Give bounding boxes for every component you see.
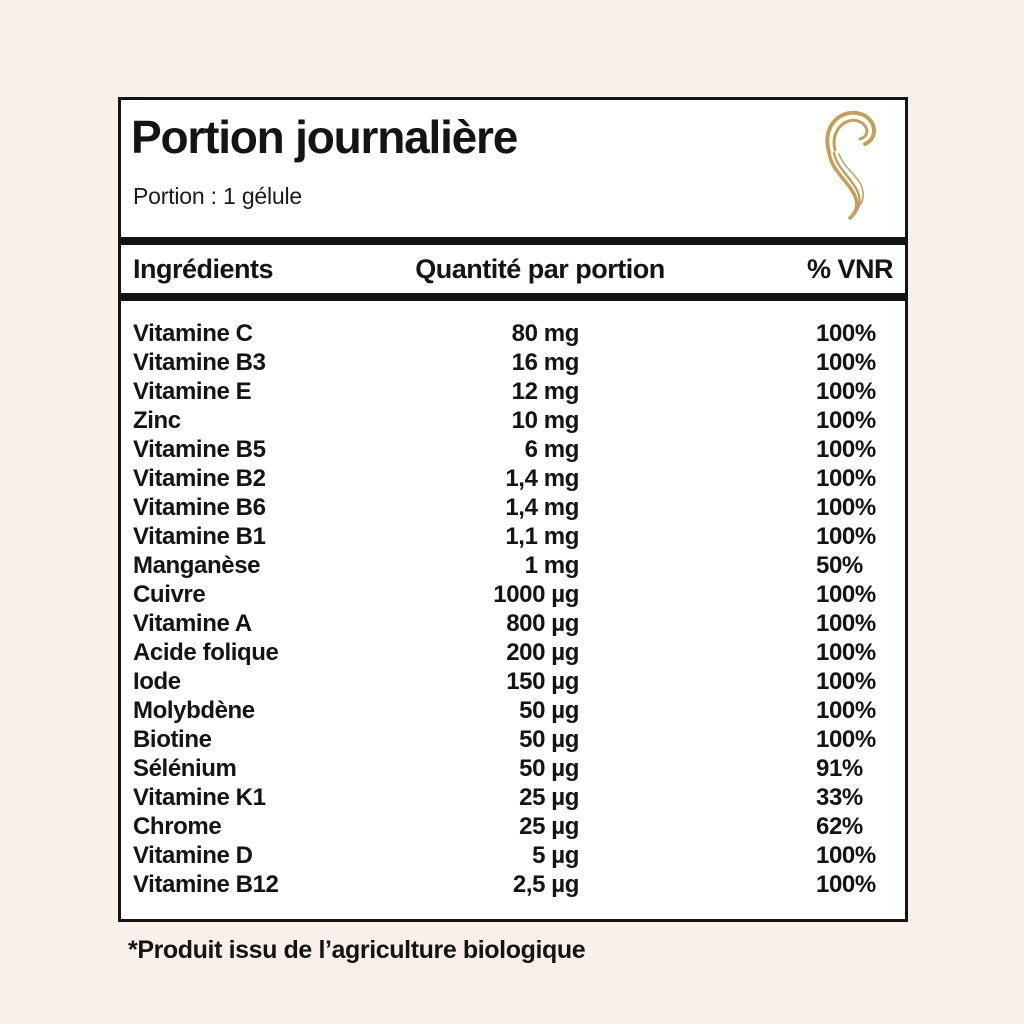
table-row: Molybdène 50 µg 100% bbox=[133, 696, 893, 725]
ingredient-name: Vitamine A bbox=[133, 609, 252, 637]
ingredient-name: Acide folique bbox=[133, 638, 279, 666]
ingredient-vnr: 100% bbox=[816, 493, 876, 521]
ingredient-amount: 5 µg bbox=[532, 841, 579, 869]
table-row: Iode 150 µg 100% bbox=[133, 667, 893, 696]
ingredient-name: Vitamine E bbox=[133, 377, 252, 405]
organic-footnote: *Produit issu de l’agriculture biologiqu… bbox=[128, 936, 586, 964]
serving-size-text: Portion : 1 gélule bbox=[133, 183, 303, 210]
table-row: Vitamine B6 1,4 mg 100% bbox=[133, 493, 893, 522]
ingredient-vnr: 91% bbox=[816, 754, 863, 782]
table-row: Vitamine B3 16 mg 100% bbox=[133, 348, 893, 377]
ingredient-vnr: 100% bbox=[816, 638, 876, 666]
ingredient-amount: 16 mg bbox=[511, 348, 580, 376]
nutrition-facts-card: Portion journalière Portion : 1 gélule I… bbox=[118, 97, 908, 922]
table-row: Cuivre 1000 µg 100% bbox=[133, 580, 893, 609]
ingredient-name: Zinc bbox=[133, 406, 181, 434]
ingredient-vnr: 33% bbox=[816, 783, 863, 811]
table-row: Vitamine B12 2,5 µg 100% bbox=[133, 870, 893, 899]
ingredient-vnr: 100% bbox=[816, 522, 876, 550]
table-row: Vitamine C 80 mg 100% bbox=[133, 319, 893, 348]
ingredient-amount: 25 µg bbox=[519, 812, 579, 840]
ingredient-vnr: 100% bbox=[816, 609, 876, 637]
ingredient-name: Vitamine K1 bbox=[133, 783, 266, 811]
ingredient-name: Cuivre bbox=[133, 580, 206, 608]
ingredient-vnr: 100% bbox=[816, 348, 876, 376]
ingredient-name: Vitamine B3 bbox=[133, 348, 266, 376]
ingredient-name: Vitamine B2 bbox=[133, 464, 266, 492]
ingredient-amount: 50 µg bbox=[519, 754, 579, 782]
table-row: Sélénium 50 µg 91% bbox=[133, 754, 893, 783]
ingredient-amount: 200 µg bbox=[506, 638, 579, 666]
ingredient-name: Vitamine D bbox=[133, 841, 253, 869]
table-row: Vitamine K1 25 µg 33% bbox=[133, 783, 893, 812]
ingredient-name: Sélénium bbox=[133, 754, 237, 782]
column-header-ingredients: Ingrédients bbox=[133, 253, 274, 284]
ingredient-vnr: 50% bbox=[816, 551, 863, 579]
column-header-quantity: Quantité par portion bbox=[415, 253, 665, 284]
ingredient-vnr: 100% bbox=[816, 841, 876, 869]
ingredient-vnr: 100% bbox=[816, 406, 876, 434]
ingredient-vnr: 100% bbox=[816, 435, 876, 463]
ingredient-vnr: 100% bbox=[816, 464, 876, 492]
table-row: Manganèse 1 mg 50% bbox=[133, 551, 893, 580]
ingredient-vnr: 100% bbox=[816, 696, 876, 724]
ingredient-amount: 150 µg bbox=[506, 667, 579, 695]
column-header-vnr: % VNR bbox=[806, 253, 894, 284]
table-row: Biotine 50 µg 100% bbox=[133, 725, 893, 754]
table-row: Vitamine D 5 µg 100% bbox=[133, 841, 893, 870]
ingredient-name: Biotine bbox=[133, 725, 212, 753]
ingredient-name: Vitamine B1 bbox=[133, 522, 266, 550]
ingredient-amount: 1000 µg bbox=[493, 580, 579, 608]
table-row: Vitamine B2 1,4 mg 100% bbox=[133, 464, 893, 493]
ingredient-name: Vitamine B5 bbox=[133, 435, 266, 463]
ingredient-amount: 80 mg bbox=[511, 319, 580, 347]
ingredient-amount: 50 µg bbox=[519, 725, 579, 753]
table-row: Vitamine A 800 µg 100% bbox=[133, 609, 893, 638]
ingredient-name: Vitamine B12 bbox=[133, 870, 279, 898]
table-row: Zinc 10 mg 100% bbox=[133, 406, 893, 435]
ingredient-amount: 25 µg bbox=[519, 783, 579, 811]
table-header-row: Ingrédients Quantité par portion % VNR bbox=[121, 245, 905, 293]
ingredient-vnr: 100% bbox=[816, 667, 876, 695]
ingredient-amount: 800 µg bbox=[506, 609, 579, 637]
ingredient-amount: 1,4 mg bbox=[505, 464, 579, 492]
divider-bar-top bbox=[121, 237, 905, 245]
ingredient-name: Molybdène bbox=[133, 696, 255, 724]
table-row: Vitamine B1 1,1 mg 100% bbox=[133, 522, 893, 551]
ingredient-vnr: 100% bbox=[816, 870, 876, 898]
ingredient-amount: 1 mg bbox=[524, 551, 580, 579]
ingredient-amount: 6 mg bbox=[524, 435, 580, 463]
ingredient-name: Manganèse bbox=[133, 551, 261, 579]
table-row: Vitamine B5 6 mg 100% bbox=[133, 435, 893, 464]
ingredient-amount: 2,5 µg bbox=[512, 870, 580, 898]
ingredient-name: Vitamine B6 bbox=[133, 493, 266, 521]
divider-bar-bottom bbox=[121, 293, 905, 301]
ingredient-amount: 1,1 mg bbox=[505, 522, 579, 550]
ingredient-amount: 12 mg bbox=[511, 377, 580, 405]
card-header: Portion journalière Portion : 1 gélule bbox=[121, 100, 905, 237]
ingredient-vnr: 100% bbox=[816, 725, 876, 753]
table-row: Acide folique 200 µg 100% bbox=[133, 638, 893, 667]
ingredient-amount: 50 µg bbox=[519, 696, 579, 724]
table-row: Vitamine E 12 mg 100% bbox=[133, 377, 893, 406]
ingredient-amount: 1,4 mg bbox=[505, 493, 579, 521]
ingredient-vnr: 100% bbox=[816, 319, 876, 347]
ingredient-vnr: 62% bbox=[816, 812, 863, 840]
ingredient-amount: 10 mg bbox=[511, 406, 580, 434]
ingredient-name: Chrome bbox=[133, 812, 222, 840]
brand-swirl-icon bbox=[825, 110, 876, 220]
table-row: Chrome 25 µg 62% bbox=[133, 812, 893, 841]
ingredient-vnr: 100% bbox=[816, 377, 876, 405]
ingredient-name: Vitamine C bbox=[133, 319, 253, 347]
ingredient-vnr: 100% bbox=[816, 580, 876, 608]
ingredient-name: Iode bbox=[133, 667, 181, 695]
ingredients-table-body: Vitamine C 80 mg 100% Vitamine B3 16 mg … bbox=[121, 301, 905, 899]
page-title: Portion journalière bbox=[131, 111, 518, 163]
